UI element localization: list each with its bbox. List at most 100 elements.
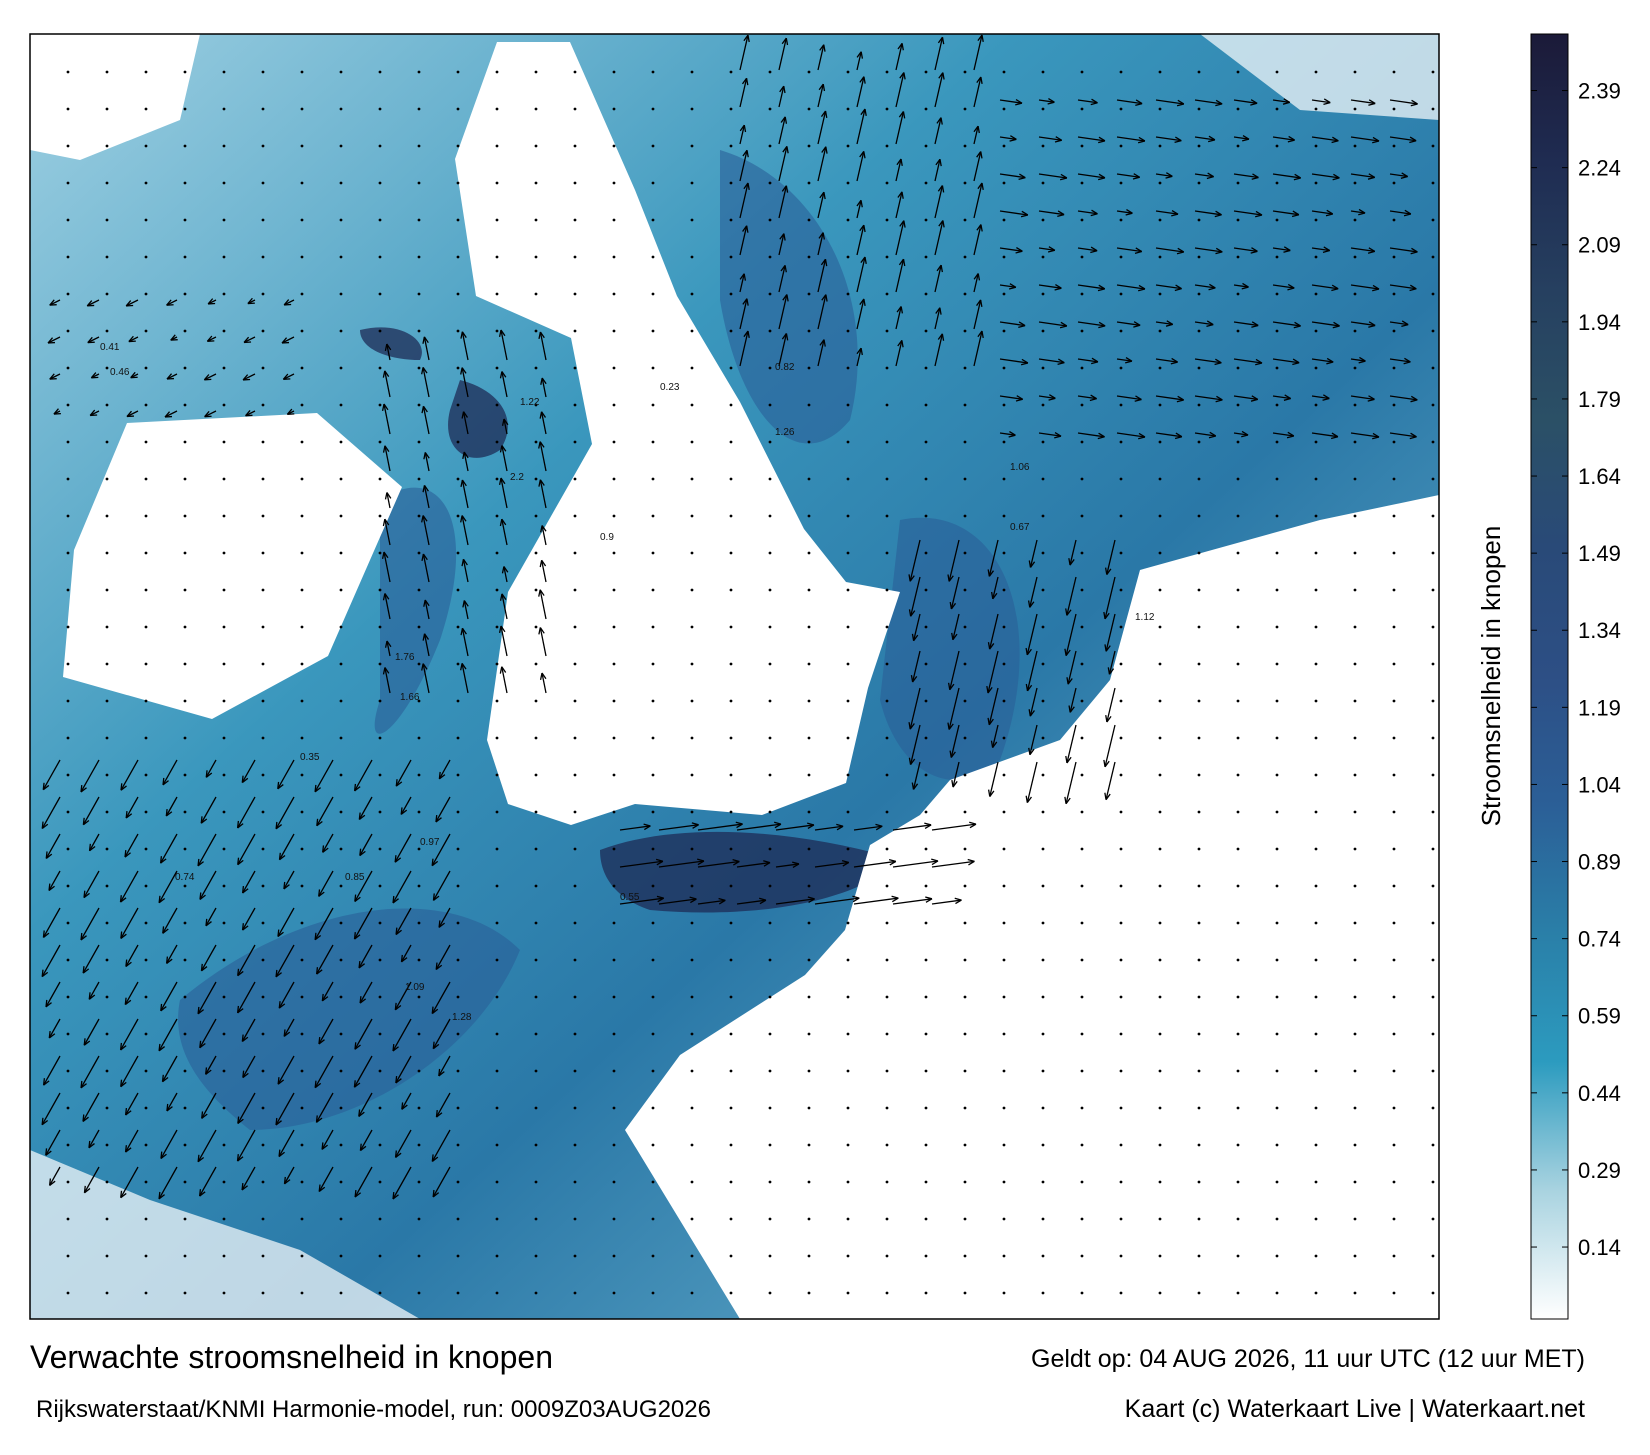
arrow-shaft	[88, 981, 100, 1000]
grid-dot	[807, 1291, 811, 1295]
arrow-shaft	[817, 110, 827, 145]
arrow-shaft	[619, 825, 651, 831]
arrow-shaft	[161, 1055, 178, 1083]
arrow	[619, 858, 664, 868]
arrow-shaft	[359, 833, 373, 856]
grid-dot	[1236, 810, 1240, 814]
grid-dot	[924, 1291, 928, 1295]
grid-dot	[1314, 403, 1318, 407]
arrow-shaft	[895, 111, 905, 145]
arrow	[1272, 283, 1295, 291]
grid-dot	[1080, 292, 1084, 296]
arrow	[421, 515, 430, 546]
arrow-head	[936, 117, 943, 125]
grid-dot	[768, 699, 772, 703]
grid-dot	[1002, 736, 1006, 740]
grid-dot	[534, 1291, 538, 1295]
grid-dot	[1002, 1217, 1006, 1221]
arrow-shaft	[1272, 358, 1300, 364]
arrow-head	[899, 220, 906, 228]
arrow	[895, 158, 903, 182]
arrow	[1116, 395, 1142, 402]
arrow-shaft	[1194, 99, 1223, 105]
arrow-shaft	[1194, 136, 1216, 141]
grid-dot	[651, 699, 655, 703]
grid-dot	[1158, 773, 1162, 777]
grid-dot	[963, 70, 967, 74]
arrow-shaft	[853, 860, 896, 868]
grid-dot	[1236, 181, 1240, 185]
arrow	[241, 1166, 256, 1191]
grid-dot	[573, 810, 577, 814]
arrow-head	[1372, 284, 1380, 292]
arrow	[1194, 395, 1223, 403]
arrow-head	[241, 1182, 249, 1191]
grid-dot	[144, 181, 148, 185]
grid-dot	[963, 1143, 967, 1147]
grid-dot	[261, 1291, 265, 1295]
grid-dot	[1041, 995, 1045, 999]
grid-dot	[1041, 181, 1045, 185]
grid-dot	[1236, 1291, 1240, 1295]
arrow-shaft	[1194, 432, 1216, 437]
arrow-head	[1207, 135, 1216, 143]
grid-dot	[1275, 958, 1279, 962]
arrow-head	[42, 1078, 50, 1086]
grid-dot	[1080, 662, 1084, 666]
grid-dot	[1002, 995, 1006, 999]
grid-dot	[1158, 995, 1162, 999]
arrow-shaft	[1389, 247, 1418, 253]
grid-dot	[300, 921, 304, 925]
arrow	[42, 1055, 61, 1086]
grid-dot	[261, 107, 265, 111]
arrow-head	[1066, 677, 1073, 685]
arrow-shaft	[778, 294, 788, 330]
arrow-head	[124, 1145, 132, 1153]
grid-dot	[1236, 1032, 1240, 1036]
arrow	[125, 299, 139, 307]
arrow	[817, 232, 825, 256]
grid-dot	[612, 255, 616, 259]
grid-dot	[807, 292, 811, 296]
grid-dot	[105, 107, 109, 111]
arrow	[381, 551, 391, 583]
grid-dot	[1197, 921, 1201, 925]
arrow	[200, 944, 217, 972]
arrow	[278, 833, 295, 861]
grid-dot	[300, 1143, 304, 1147]
grid-dot	[573, 1143, 577, 1147]
arrow-head	[538, 589, 545, 597]
arrow	[1194, 358, 1222, 366]
grid-dot	[885, 1180, 889, 1184]
grid-dot	[1431, 1217, 1435, 1221]
arrow	[283, 1166, 295, 1185]
arrow	[947, 687, 960, 730]
arrow-shaft	[1116, 173, 1140, 178]
grid-dot	[105, 144, 109, 148]
arrow-shaft	[120, 907, 139, 939]
arrow-shaft	[461, 663, 469, 694]
arrow-head	[401, 1102, 408, 1110]
arrow-shaft	[438, 907, 451, 928]
grid-dot	[1275, 884, 1279, 888]
grid-dot	[651, 514, 655, 518]
grid-dot	[105, 1291, 109, 1295]
arrow	[1065, 724, 1077, 764]
grid-dot	[1002, 366, 1006, 370]
arrow-shaft	[934, 159, 941, 182]
arrow-shaft	[1155, 321, 1173, 326]
arrow-shaft	[949, 650, 960, 690]
arrow-head	[394, 855, 402, 863]
arrow-shaft	[989, 613, 999, 650]
grid-dot	[1002, 181, 1006, 185]
grid-dot	[690, 1217, 694, 1221]
grid-dot	[222, 107, 226, 111]
grid-dot	[1314, 773, 1318, 777]
arrow	[1389, 209, 1412, 217]
grid-dot	[1002, 810, 1006, 814]
arrow-head	[88, 992, 96, 1000]
arrow	[853, 823, 883, 831]
grid-dot	[1275, 329, 1279, 333]
grid-dot	[417, 847, 421, 851]
grid-dot	[846, 958, 850, 962]
